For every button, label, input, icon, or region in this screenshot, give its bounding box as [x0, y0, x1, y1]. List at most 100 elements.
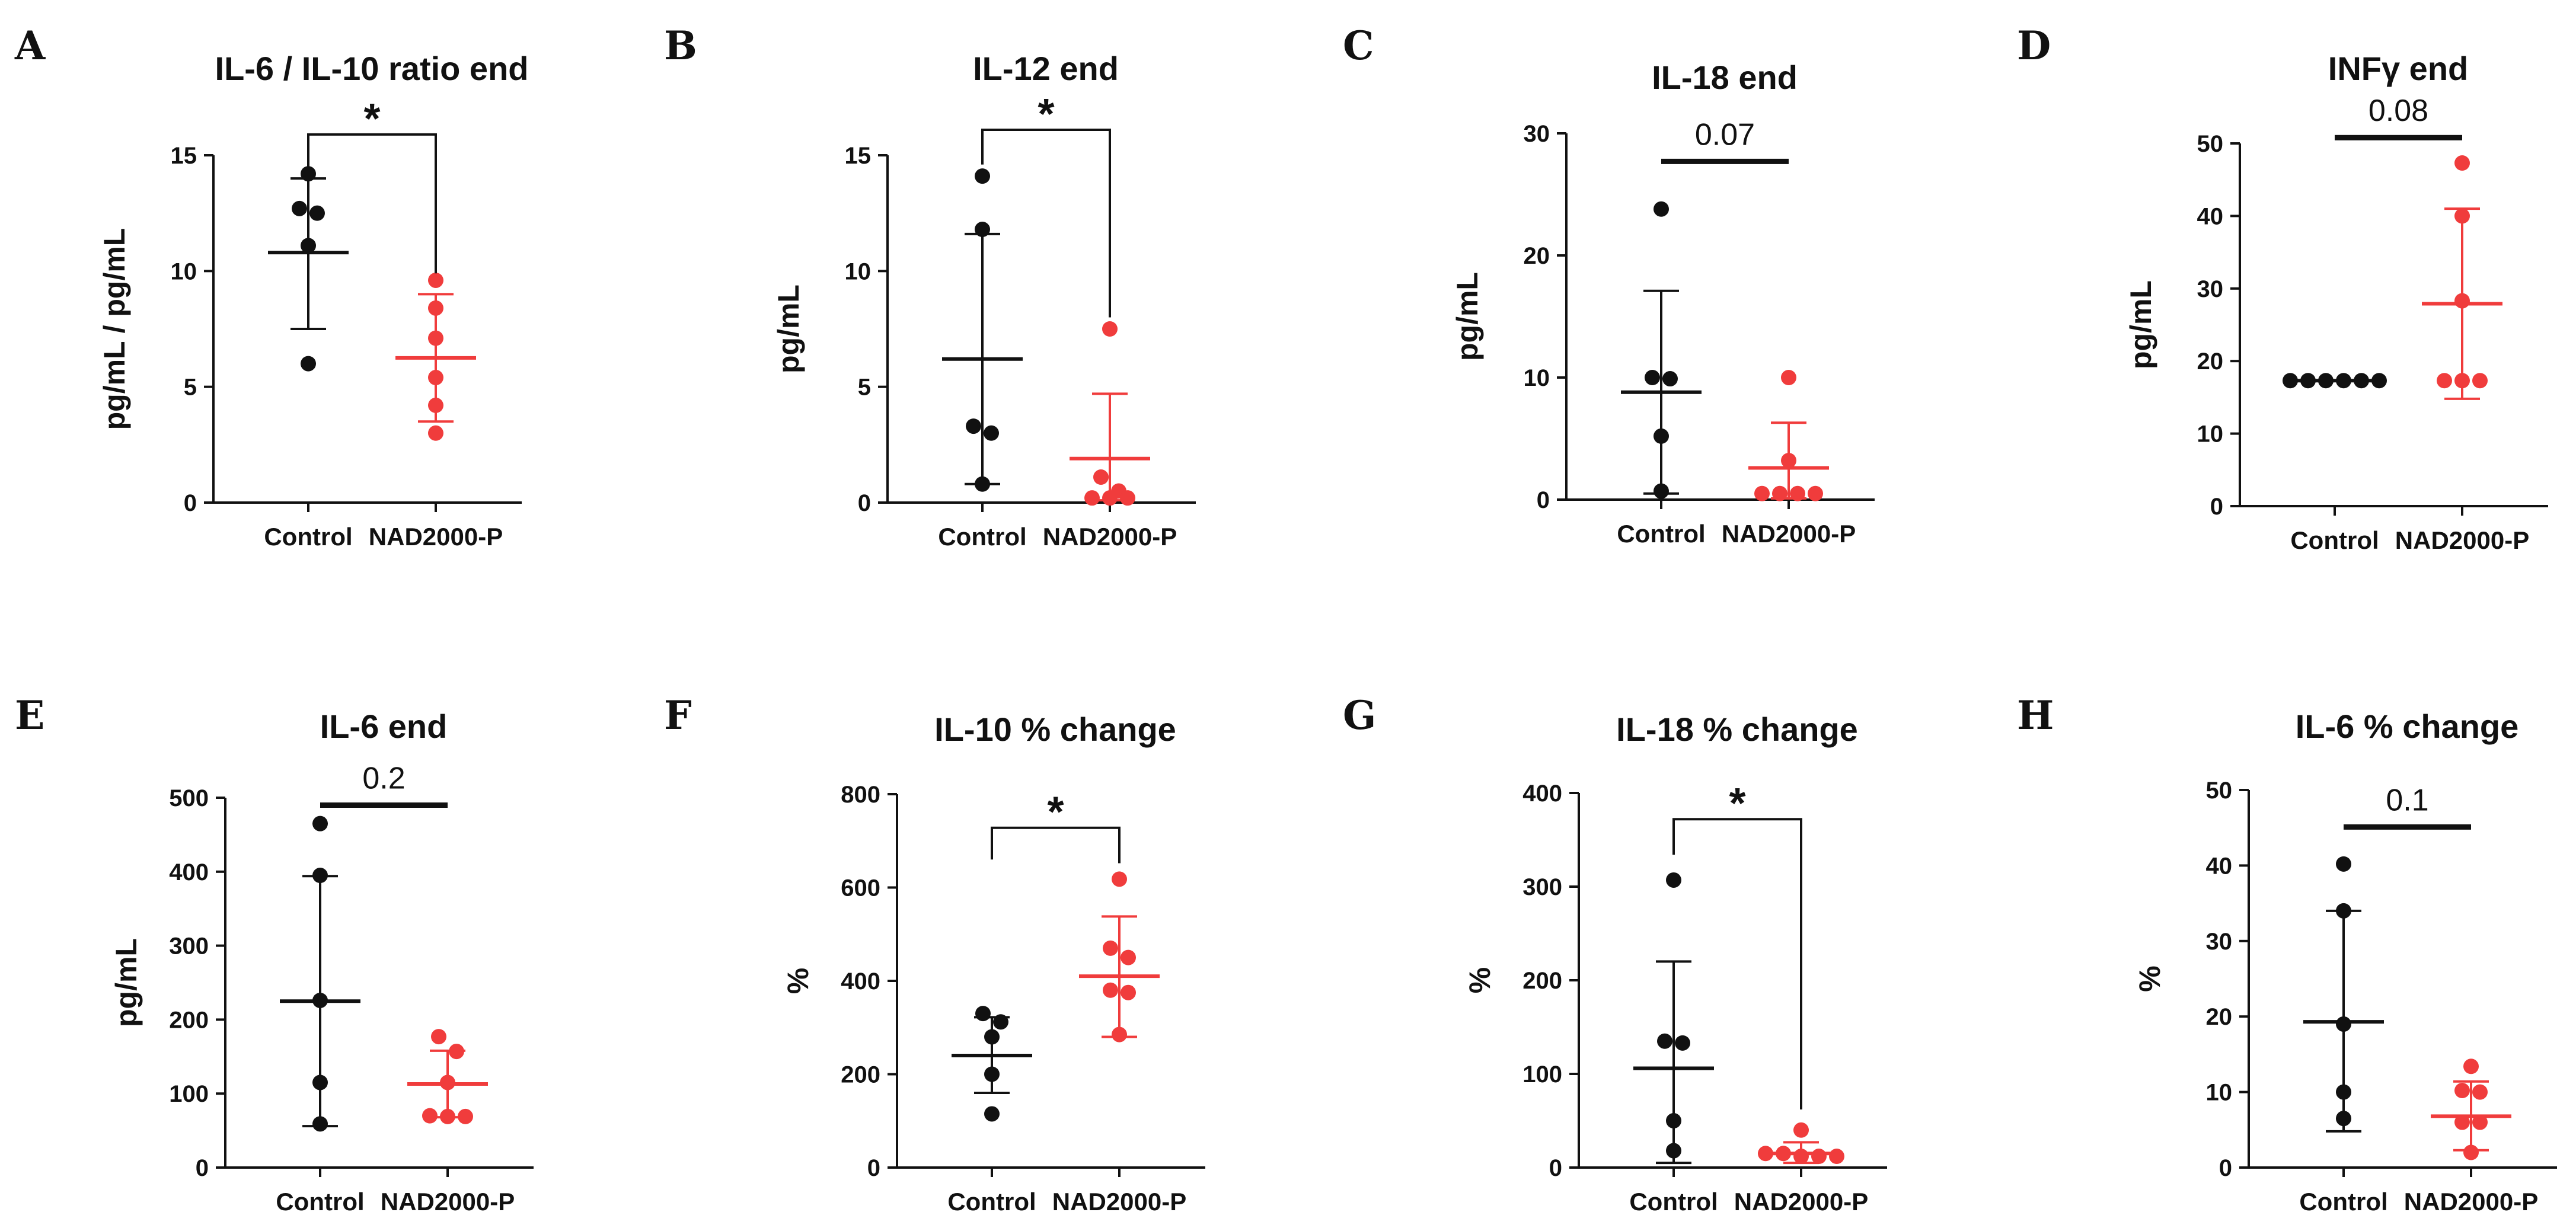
significance-bracket: [1672, 818, 1802, 1110]
data-point: [428, 370, 443, 386]
y-axis-label: pg/mL: [2124, 280, 2157, 369]
chart-panel-f: F IL-10 % change% 0 200 400 600 800 Control NAD2…: [664, 692, 1205, 1216]
data-point: [2454, 1114, 2470, 1130]
significance-label: *: [1038, 91, 1054, 138]
x-tick-label: Control: [1617, 520, 1705, 548]
data-point: [1776, 1146, 1791, 1162]
data-point: [458, 1108, 473, 1124]
data-point: [428, 272, 443, 288]
data-point: [301, 238, 316, 254]
data-point: [1666, 1113, 1681, 1128]
panel-letter: H: [2017, 692, 2054, 738]
data-point: [1662, 371, 1678, 387]
data-point: [1793, 1149, 1809, 1165]
y-tick-label: 0: [1549, 1155, 1562, 1181]
y-tick-label: 500: [169, 785, 209, 811]
data-point: [1829, 1149, 1844, 1165]
data-point: [993, 1014, 1008, 1030]
data-point: [2472, 1084, 2488, 1100]
y-tick-label: 0: [858, 490, 871, 516]
chart-panel-g: G IL-18 % change% 0 100 200 300 400 Control NAD2…: [1343, 692, 1887, 1216]
data-point: [2336, 1016, 2351, 1032]
y-tick-label: 5: [858, 375, 871, 401]
chart-title: INFγ end: [2328, 50, 2468, 87]
significance-bracket: [307, 133, 437, 274]
panel-letter: A: [14, 23, 46, 69]
x-tick-label: NAD2000-P: [1722, 520, 1856, 548]
chart-panel-b: B IL-12 end pg/mL 0 5 10 15 Control NAD2000-P *: [664, 23, 1196, 551]
data-point: [422, 1108, 438, 1124]
data-point: [440, 1108, 455, 1124]
chart-title: IL-12 end: [973, 50, 1119, 87]
data-point: [984, 1106, 1000, 1122]
x-tick-label: Control: [276, 1188, 364, 1216]
significance-label: *: [1729, 780, 1745, 827]
y-tick-label: 200: [169, 1007, 209, 1033]
data-point: [449, 1044, 464, 1060]
data-point: [2463, 1144, 2479, 1160]
data-point: [2336, 373, 2351, 389]
y-axis-label: pg/mL: [772, 284, 805, 373]
y-axis-label: pg/mL / pg/mL: [98, 228, 131, 430]
data-point: [2463, 1058, 2479, 1074]
data-point: [1103, 982, 1118, 998]
data-point: [1102, 321, 1118, 337]
data-point: [1666, 1143, 1681, 1159]
y-tick-label: 300: [1522, 874, 1562, 900]
y-axis-label: pg/mL: [1451, 272, 1484, 361]
chart-title: IL-18 % change: [1616, 711, 1858, 748]
data-point: [2336, 903, 2351, 919]
data-point: [2454, 1083, 2470, 1099]
y-tick-label: 20: [2206, 1004, 2233, 1030]
chart-title: IL-6 / IL-10 ratio end: [215, 50, 529, 87]
data-point: [2454, 155, 2470, 171]
chart-title: IL-18 end: [1652, 59, 1798, 96]
chart-panel-a: A IL-6 / IL-10 ratio end pg/mL / pg/mL 0 5 10…: [14, 23, 528, 551]
data-point: [312, 1074, 328, 1091]
data-point: [1666, 872, 1681, 888]
chart-panel-e: E IL-6 end pg/mL 0 100 200 300 400 500 Control NAD…: [15, 692, 534, 1216]
significance-label: *: [363, 95, 380, 143]
y-axis-label: %: [1463, 967, 1496, 993]
y-tick-label: 800: [841, 782, 880, 808]
data-point: [1084, 490, 1100, 506]
data-point: [2472, 1114, 2488, 1130]
panel-letter: C: [1343, 23, 1374, 69]
data-point: [2454, 208, 2470, 224]
data-point: [301, 166, 316, 182]
significance-bracket: [981, 129, 1111, 318]
data-point: [1657, 1033, 1672, 1049]
y-tick-label: 20: [1524, 243, 1550, 269]
data-point: [301, 356, 316, 372]
y-tick-label: 400: [841, 968, 880, 994]
data-point: [2283, 373, 2298, 389]
y-tick-label: 15: [171, 143, 197, 169]
chart-panel-c: C IL-18 end pg/mL 0 10 20 30 Control NAD2000-P 0.…: [1343, 23, 1875, 548]
data-point: [1645, 370, 1660, 385]
y-tick-label: 200: [841, 1062, 880, 1088]
data-point: [2454, 373, 2470, 389]
y-tick-label: 0: [2210, 494, 2223, 520]
data-point: [428, 397, 443, 413]
data-point: [2437, 373, 2452, 389]
y-tick-label: 30: [2206, 929, 2233, 955]
data-point: [975, 222, 990, 238]
data-point: [1808, 485, 1823, 501]
p-value-label: 0.2: [362, 761, 405, 795]
data-point: [1654, 428, 1669, 444]
x-tick-label: Control: [1629, 1188, 1718, 1216]
y-tick-label: 300: [169, 933, 209, 960]
y-axis-label: pg/mL: [110, 938, 143, 1027]
data-point: [984, 1066, 1000, 1082]
data-point: [2371, 373, 2387, 389]
chart-panel-d: D INFγ end pg/mL 0 10 20 30 40 50 Control NAD2000-…: [2017, 23, 2548, 554]
x-tick-label: Control: [264, 523, 352, 551]
y-tick-label: 10: [845, 258, 872, 284]
data-point: [1654, 201, 1669, 217]
data-point: [1654, 483, 1669, 499]
y-tick-label: 30: [1524, 121, 1550, 147]
panel-letter: D: [2017, 23, 2051, 69]
data-point: [966, 418, 981, 434]
y-tick-label: 50: [2206, 778, 2233, 804]
